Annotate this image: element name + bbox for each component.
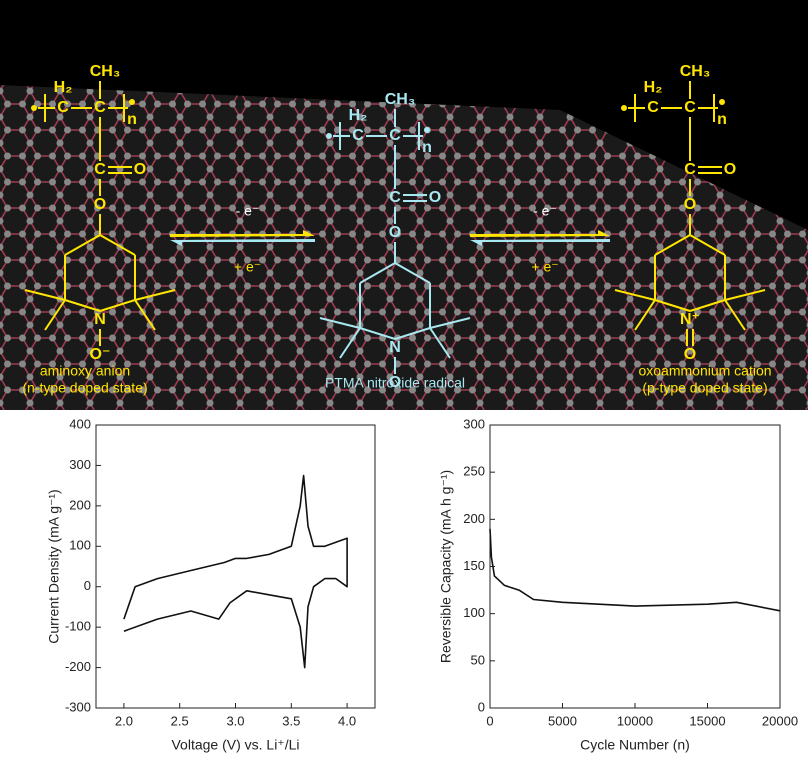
arrow-label: - e⁻ [236, 203, 260, 219]
atom-label: C [352, 127, 364, 144]
radical-dot [129, 99, 135, 105]
y-tick-label: 400 [69, 416, 91, 431]
y-tick-label: 200 [69, 497, 91, 512]
y-tick-label: 150 [463, 558, 485, 573]
y-axis-title: Reversible Capacity (mA h g⁻¹) [438, 470, 454, 663]
radical-dot [424, 127, 430, 133]
y-tick-label: 300 [463, 416, 485, 431]
atom-label: C [94, 161, 106, 178]
atom-label: H₂ [644, 79, 663, 96]
atom-label: C [684, 99, 696, 116]
caption: aminoxy anion [40, 363, 130, 379]
y-tick-label: 100 [463, 605, 485, 620]
atom-label: CH₃ [90, 63, 121, 80]
caption: (n-type doped state) [22, 380, 147, 396]
figure: CH₃ H₂ C Cn C O O N O⁻aminoxy anion(n-type doped… [0, 0, 808, 757]
plot-frame [490, 425, 780, 708]
x-tick-label: 2.5 [171, 713, 189, 728]
atom-label: C [647, 99, 659, 116]
atom-label: C [684, 161, 696, 178]
radical-dot [326, 133, 332, 139]
plot-frame [96, 425, 375, 708]
atom-label: n [422, 139, 432, 156]
y-tick-label: 250 [463, 464, 485, 479]
atom-label: N [389, 339, 401, 356]
illustration: CH₃ H₂ C Cn C O O N O⁻aminoxy anion(n-type doped… [0, 0, 808, 410]
atom-label: n [717, 111, 727, 128]
x-tick-label: 20000 [762, 713, 798, 728]
y-tick-label: 50 [471, 652, 485, 667]
data-line [124, 476, 347, 668]
x-tick-label: 5000 [548, 713, 577, 728]
arrow-label: + e⁻ [234, 259, 261, 275]
caption: oxoammonium cation [638, 363, 771, 379]
charts: -300 -200 -100 0 100 200 300 400 2.0 2.5 3.0 3.5 4.0… [46, 416, 798, 752]
y-tick-label: -300 [65, 699, 91, 714]
x-tick-label: 0 [486, 713, 493, 728]
atom-label: C [389, 127, 401, 144]
atom-label: N⁺ [680, 311, 700, 328]
atom-label: O [94, 196, 106, 213]
atom-label: C [57, 99, 69, 116]
x-tick-label: 3.5 [282, 713, 300, 728]
arrow-label: - e⁻ [533, 203, 557, 219]
atom-label: C [94, 99, 106, 116]
y-tick-label: -200 [65, 659, 91, 674]
atom-label: O [134, 161, 146, 178]
x-tick-label: 10000 [617, 713, 653, 728]
x-axis-title: Cycle Number (n) [580, 737, 690, 753]
arrow-label: + e⁻ [531, 259, 558, 275]
y-tick-label: 300 [69, 457, 91, 472]
x-tick-label: 2.0 [115, 713, 133, 728]
atom-label: CH₃ [385, 91, 416, 108]
y-tick-label: 200 [463, 511, 485, 526]
y-tick-label: -100 [65, 619, 91, 634]
atom-label: H₂ [54, 79, 73, 96]
y-tick-label: 0 [478, 699, 485, 714]
x-tick-label: 3.0 [226, 713, 244, 728]
x-tick-label: 4.0 [338, 713, 356, 728]
radical-dot [31, 105, 37, 111]
y-tick-label: 100 [69, 538, 91, 553]
radical-dot [621, 105, 627, 111]
atom-label: O [684, 346, 696, 363]
x-tick-label: 15000 [689, 713, 725, 728]
x-axis-title: Voltage (V) vs. Li⁺/Li [171, 737, 299, 753]
atom-label: CH₃ [680, 63, 711, 80]
atom-label: O [429, 189, 441, 206]
y-axis-title: Current Density (mA g⁻¹) [46, 489, 62, 643]
y-tick-label: 0 [84, 578, 91, 593]
atom-label: n [127, 111, 137, 128]
atom-label: O [724, 161, 736, 178]
atom-label: O [684, 196, 696, 213]
caption: (p-type doped state) [642, 380, 767, 396]
atom-label: O⁻ [90, 346, 111, 363]
atom-label: H₂ [349, 107, 368, 124]
caption: PTMA nitroxide radical [325, 375, 465, 391]
atom-label: N [94, 311, 106, 328]
atom-label: O [389, 224, 401, 241]
radical-dot [719, 99, 725, 105]
data-line [490, 529, 780, 611]
atom-label: C [389, 189, 401, 206]
